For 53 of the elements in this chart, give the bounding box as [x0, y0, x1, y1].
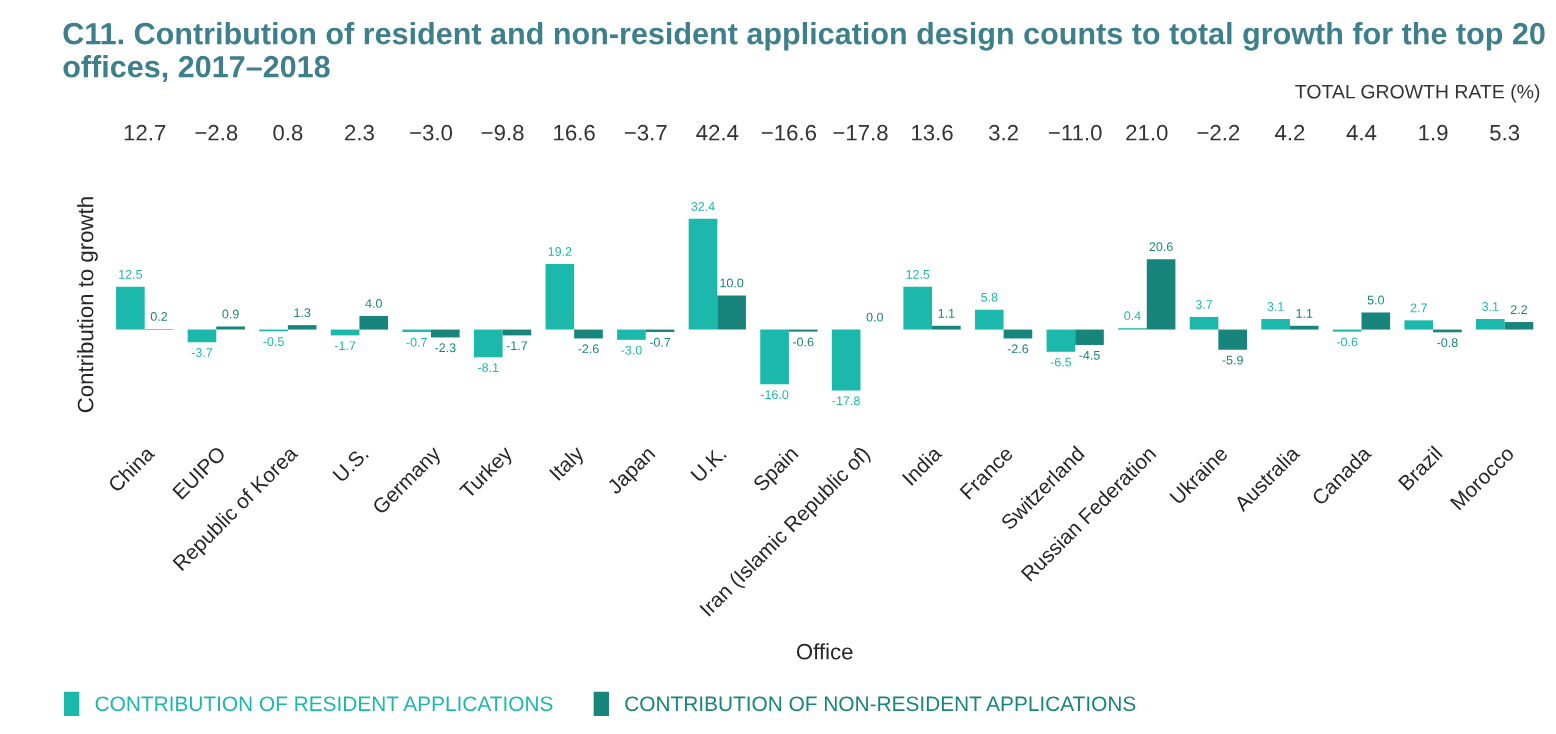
text: 21.0	[1126, 124, 1168, 141]
bar	[1476, 318, 1505, 330]
text: −9.8	[481, 124, 524, 141]
text: 4.2	[1274, 124, 1305, 141]
bar	[974, 309, 1004, 330]
text: 16.6	[554, 124, 595, 141]
bar	[187, 329, 217, 343]
text: −2.8	[195, 124, 238, 141]
text: −3.7	[624, 124, 667, 141]
bar	[1146, 259, 1176, 330]
bar	[574, 329, 603, 339]
bar	[688, 218, 718, 330]
text: 4.4	[1346, 125, 1377, 141]
text: 5.3	[1490, 124, 1520, 141]
bar	[1404, 320, 1434, 330]
text: −2.2	[1197, 124, 1240, 141]
text: −17.8	[833, 124, 888, 141]
text: TOTAL GROWTH RATE (%)	[1295, 84, 1540, 103]
x-tick-label: Italy	[548, 444, 588, 484]
bar	[116, 286, 145, 330]
bar	[1075, 329, 1104, 345]
bar	[1504, 322, 1534, 330]
bar	[1189, 316, 1219, 330]
bar	[431, 329, 460, 338]
x-axis-title: Office	[796, 643, 853, 660]
text: 0.8	[273, 124, 303, 141]
text: −11.0	[1049, 124, 1102, 141]
bar	[617, 329, 646, 340]
chart-title: C11. Contribution of resident and non-resident application design counts to total growth for the top 20 offices, 2017–2018	[63, 22, 1545, 82]
bar	[545, 263, 575, 330]
bar	[717, 295, 746, 330]
bar	[831, 329, 861, 391]
bar	[1361, 312, 1391, 330]
text: −3.0	[410, 124, 453, 141]
bar	[1261, 318, 1290, 330]
legend-label: CONTRIBUTION OF RESIDENT APPLICATIONS	[95, 696, 553, 712]
x-tick-label: U.S.	[332, 446, 369, 483]
text: 2.3	[345, 124, 374, 141]
bar	[359, 315, 389, 330]
y-axis-title: Contribution to growth	[77, 197, 98, 413]
text: 13.6	[912, 124, 953, 141]
bar	[903, 286, 933, 330]
bar	[1046, 329, 1076, 352]
bar	[760, 329, 789, 385]
bar	[1218, 329, 1247, 350]
bar	[473, 329, 503, 358]
text: 1.9	[1419, 124, 1448, 141]
x-tick-label: U.K.	[690, 446, 727, 483]
text: 42.4	[696, 124, 739, 141]
text: 12.7	[124, 124, 166, 141]
legend-label: CONTRIBUTION OF NON-RESIDENT APPLICATIONS	[625, 696, 1136, 712]
text: −16.6	[761, 124, 817, 141]
text: 3.2	[989, 124, 1018, 141]
